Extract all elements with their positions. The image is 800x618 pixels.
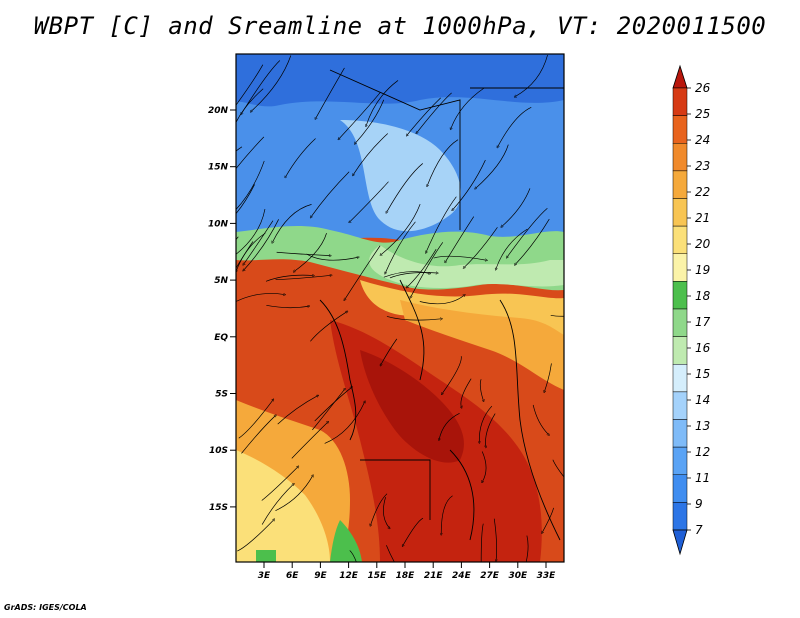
colorbar-label: 24 (695, 133, 710, 147)
lat-tick-label: 15N (208, 163, 229, 173)
colorbar-segment (672, 336, 688, 365)
colorbar-segment (672, 391, 688, 420)
colorbar-segment (672, 474, 688, 503)
colorbar: 26 25 24 23 22 21 20 19 18 17 16 15 14 13 12 11 9 7 (672, 64, 711, 556)
lon-tick-label: 6E (286, 571, 299, 581)
colorbar-label: 14 (695, 393, 710, 407)
colorbar-label: 21 (695, 211, 710, 225)
colorbar-segment (672, 143, 688, 172)
colorbar-label: 11 (695, 471, 710, 485)
lat-tick-label: 5N (214, 276, 228, 286)
hot-core-inner (360, 350, 464, 463)
colorbar-label: 7 (695, 523, 703, 537)
colorbar-segment (672, 446, 688, 475)
colorbar-segment (672, 364, 688, 393)
latitude-axis: 20N 15N 10N 5N EQ 5S 10S 15S (208, 106, 236, 513)
lat-tick-label: EQ (214, 333, 228, 343)
longitude-axis: 3E 6E 9E 12E 15E 18E 21E 24E 27E 30E 33E (258, 562, 556, 581)
colorbar-label: 16 (695, 341, 711, 355)
colorbar-segment (672, 419, 688, 448)
grads-credit: GrADS: IGES/COLA (4, 603, 87, 612)
wbpt-field (236, 54, 564, 562)
colorbar-segment (672, 170, 688, 199)
colorbar-label: 20 (695, 237, 711, 251)
lon-tick-label: 21E (424, 571, 444, 581)
lon-tick-label: 27E (480, 571, 500, 581)
lon-tick-label: 18E (396, 571, 416, 581)
colorbar-segment (672, 198, 688, 227)
colorbar-label: 9 (695, 497, 703, 511)
map-frame (235, 53, 565, 563)
lat-tick-label: 15S (209, 503, 228, 513)
lat-tick-label: 5S (215, 390, 228, 400)
colorbar-segment (672, 87, 688, 116)
colorbar-label: 25 (695, 107, 710, 121)
country-borders (319, 69, 564, 541)
lon-tick-label: 30E (508, 571, 528, 581)
colorbar-label: 12 (695, 445, 710, 459)
warm-band-orange (400, 300, 564, 390)
colorbar-label: 17 (695, 315, 711, 329)
colorbar-label: 19 (695, 263, 710, 277)
colorbar-bottom-arrow (672, 529, 688, 556)
lon-tick-label: 12E (339, 571, 359, 581)
colorbar-segment (672, 225, 688, 254)
streamlines (236, 54, 564, 562)
light-green-band (369, 245, 564, 288)
lat-tick-label: 10N (208, 219, 229, 229)
cool-region-light (340, 120, 461, 232)
colorbar-segment (672, 502, 688, 531)
colorbar-label: 15 (695, 367, 710, 381)
lat-tick-label: 20N (208, 106, 229, 116)
lat-tick-label: 10S (209, 446, 228, 456)
cool-region-north (236, 54, 564, 107)
colorbar-label: 26 (695, 81, 711, 95)
lon-tick-label: 15E (367, 571, 387, 581)
colorbar-segment (672, 115, 688, 144)
southwest-green (256, 520, 362, 562)
colorbar-segment (672, 281, 688, 310)
colorbar-segment (672, 308, 688, 337)
colorbar-label: 23 (695, 159, 710, 173)
colorbar-label: 13 (695, 419, 710, 433)
lon-tick-label: 24E (452, 571, 472, 581)
lon-tick-label: 3E (258, 571, 271, 581)
lon-tick-label: 9E (314, 571, 327, 581)
lon-tick-label: 33E (537, 571, 557, 581)
colorbar-label: 22 (695, 185, 710, 199)
colorbar-label: 18 (695, 289, 711, 303)
colorbar-top-arrow (672, 64, 688, 89)
map-title: WBPT [C] and Sreamline at 1000hPa, VT: 2… (33, 12, 767, 40)
colorbar-segment (672, 253, 688, 282)
